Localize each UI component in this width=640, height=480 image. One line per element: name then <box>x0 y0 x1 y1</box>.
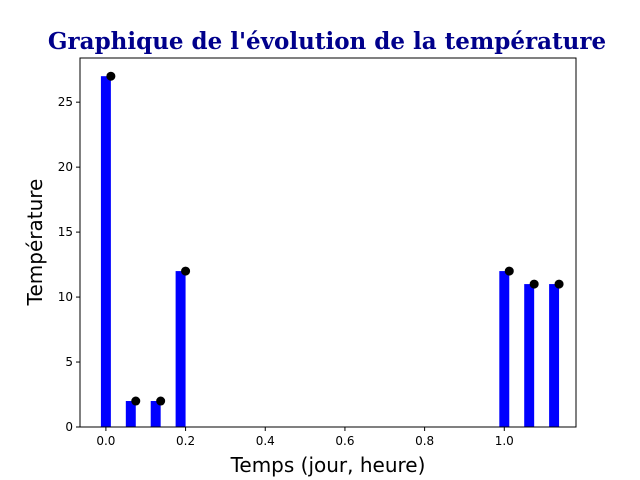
data-point-3 <box>181 266 191 276</box>
x-tick-label-5: 1.0 <box>495 434 514 448</box>
y-tick-label-2: 10 <box>58 290 73 304</box>
bar-5 <box>524 284 535 427</box>
y-axis-label: Température <box>23 179 47 307</box>
bar-6 <box>549 284 560 427</box>
chart-title: Graphique de l'évolution de la températu… <box>48 28 606 55</box>
bar-0 <box>100 76 111 428</box>
y-tick-label-5: 25 <box>58 95 73 109</box>
x-tick-label-3: 0.6 <box>335 434 354 448</box>
y-tick-label-3: 15 <box>58 225 73 239</box>
data-point-1 <box>131 396 141 406</box>
x-axis: 0.0 0.2 0.4 0.6 0.8 1.0 <box>96 427 514 448</box>
x-tick-label-1: 0.2 <box>176 434 195 448</box>
plot-area <box>100 71 564 428</box>
y-tick-label-0: 0 <box>65 420 73 434</box>
x-tick-label-0: 0.0 <box>96 434 115 448</box>
data-point-2 <box>156 396 166 406</box>
data-point-6 <box>554 279 564 289</box>
data-point-5 <box>529 279 539 289</box>
x-tick-label-4: 0.8 <box>415 434 434 448</box>
data-point-4 <box>504 266 514 276</box>
x-axis-label: Temps (jour, heure) <box>230 453 426 477</box>
y-axis: 0 5 10 15 20 25 <box>58 95 80 434</box>
bar-2 <box>150 401 161 427</box>
data-point-0 <box>106 71 116 81</box>
y-tick-label-1: 5 <box>65 355 73 369</box>
y-tick-label-4: 20 <box>58 160 73 174</box>
axes-frame <box>79 57 577 428</box>
bar-3 <box>175 271 186 427</box>
bar-1 <box>125 401 136 427</box>
bar-4 <box>499 271 510 427</box>
x-tick-label-2: 0.4 <box>256 434 275 448</box>
